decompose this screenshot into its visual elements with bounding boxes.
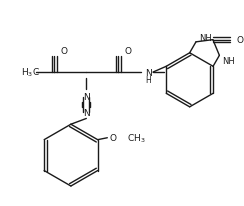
Text: O: O (236, 36, 243, 45)
Text: O: O (124, 47, 131, 56)
Text: O: O (109, 134, 116, 143)
Text: N: N (83, 92, 90, 101)
Text: H$_3$C: H$_3$C (21, 67, 40, 79)
Text: CH$_3$: CH$_3$ (127, 132, 145, 144)
Text: O: O (60, 47, 67, 56)
Text: NH: NH (222, 56, 235, 65)
Text: N: N (83, 109, 90, 118)
Text: NH: NH (199, 33, 212, 42)
Text: H: H (145, 76, 151, 85)
Text: N: N (145, 68, 152, 77)
